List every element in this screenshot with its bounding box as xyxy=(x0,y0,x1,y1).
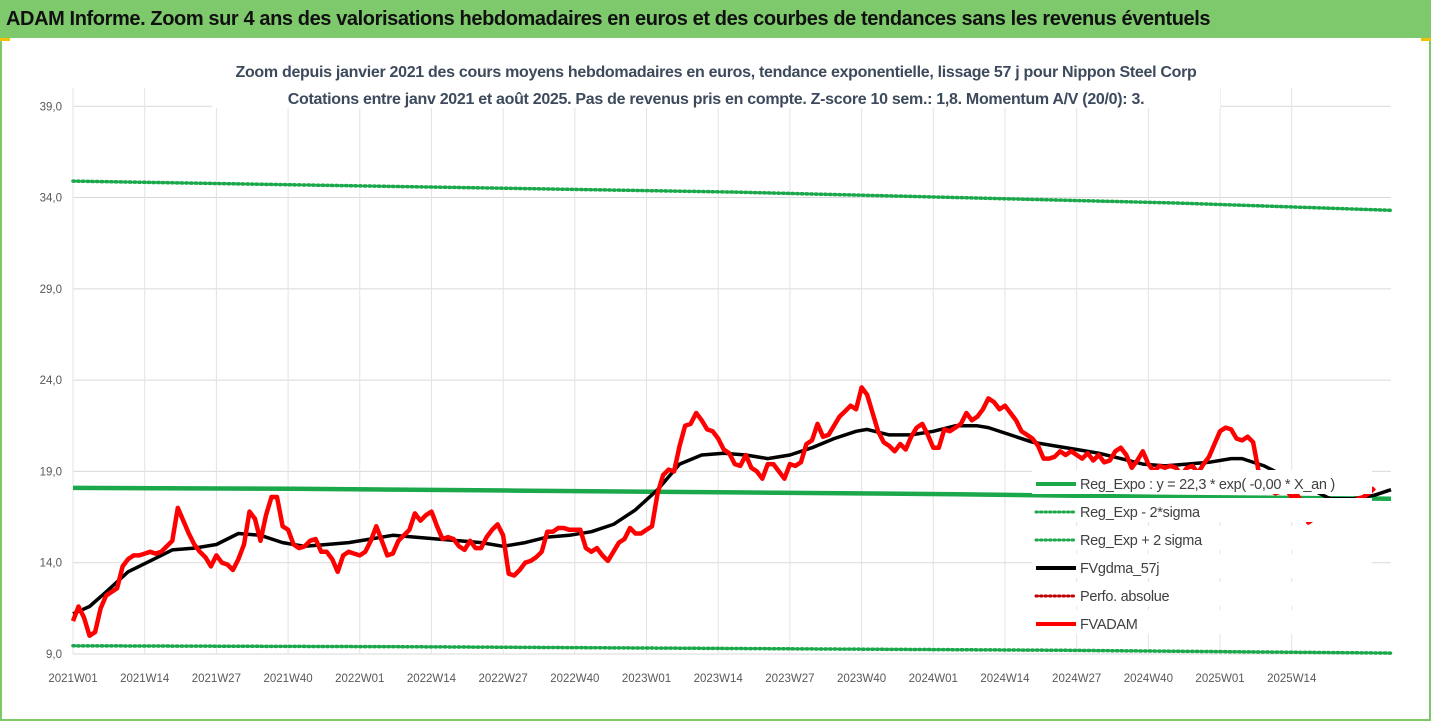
chart-title-line-1: Zoom depuis janvier 2021 des cours moyen… xyxy=(235,64,1197,81)
series-line-reg-exp-2-sigma xyxy=(71,179,1393,213)
x-tick-label: 2023W14 xyxy=(694,673,744,685)
corner-mark-right xyxy=(1421,38,1431,41)
x-tick-label: 2021W27 xyxy=(192,673,241,685)
chart-title-line-2: Cotations entre janv 2021 et août 2025. … xyxy=(288,91,1144,108)
x-tick-label: 2022W27 xyxy=(479,673,528,685)
legend: Reg_Expo : y = 22,3 * exp( -0,00 * X_an … xyxy=(1032,470,1372,634)
banner-title: ADAM Informe. Zoom sur 4 ans des valoris… xyxy=(6,7,1211,30)
legend-label: FVADAM xyxy=(1080,617,1138,633)
legend-label: Reg_Expo : y = 22,3 * exp( -0,00 * X_an … xyxy=(1080,477,1335,493)
report-banner: ADAM Informe. Zoom sur 4 ans des valoris… xyxy=(0,0,1431,38)
x-tick-label: 2022W14 xyxy=(407,673,457,685)
x-tick-label: 2023W40 xyxy=(837,673,886,685)
y-tick-label: 34,0 xyxy=(40,193,62,205)
x-tick-label: 2021W14 xyxy=(120,673,170,685)
x-tick-label: 2022W01 xyxy=(335,673,384,685)
series-line-reg-exp-2-sigma xyxy=(71,644,1393,655)
legend-entry-backdrop xyxy=(1032,526,1372,550)
legend-entry-backdrop xyxy=(1032,582,1372,606)
y-tick-label: 14,0 xyxy=(40,558,62,570)
x-tick-label: 2024W27 xyxy=(1052,673,1101,685)
x-tick-label: 2023W01 xyxy=(622,673,671,685)
y-tick-label: 19,0 xyxy=(40,466,62,478)
title-backdrop xyxy=(212,58,1220,108)
y-tick-label: 39,0 xyxy=(40,101,62,113)
legend-entry-backdrop xyxy=(1032,498,1372,522)
legend-label: Reg_Exp - 2*sigma xyxy=(1080,505,1201,521)
x-tick-label: 2021W01 xyxy=(48,673,97,685)
series-line-fvadam xyxy=(70,385,1377,638)
axis-labels: 9,0 14,0 19,0 24,0 29,0 34,0 39,0 2021W01 2021W1… xyxy=(40,101,1317,685)
x-tick-label: 2024W14 xyxy=(980,673,1030,685)
x-tick-label: 2024W40 xyxy=(1124,673,1173,685)
x-tick-label: 2024W01 xyxy=(909,673,958,685)
corner-mark-left xyxy=(0,38,10,41)
y-tick-label: 24,0 xyxy=(40,375,62,387)
x-tick-label: 2022W40 xyxy=(550,673,599,685)
series-lines xyxy=(70,179,1393,655)
legend-label: Perfo. absolue xyxy=(1080,589,1170,605)
y-tick-label: 29,0 xyxy=(40,284,62,296)
legend-label: Reg_Exp + 2 sigma xyxy=(1080,533,1203,549)
legend-entry-backdrop xyxy=(1032,470,1372,494)
legend-label: FVgdma_57j xyxy=(1080,561,1159,577)
legend-entry-backdrop xyxy=(1032,610,1372,634)
x-tick-label: 2025W01 xyxy=(1195,673,1244,685)
series-line-reg-expo-y-22-3-exp-0-00-x-an xyxy=(72,485,1392,502)
x-tick-label: 2021W40 xyxy=(263,673,312,685)
x-tick-label: 2023W27 xyxy=(765,673,814,685)
y-tick-label: 9,0 xyxy=(46,649,62,661)
x-tick-label: 2025W14 xyxy=(1267,673,1317,685)
legend-entry-backdrop xyxy=(1032,554,1372,578)
